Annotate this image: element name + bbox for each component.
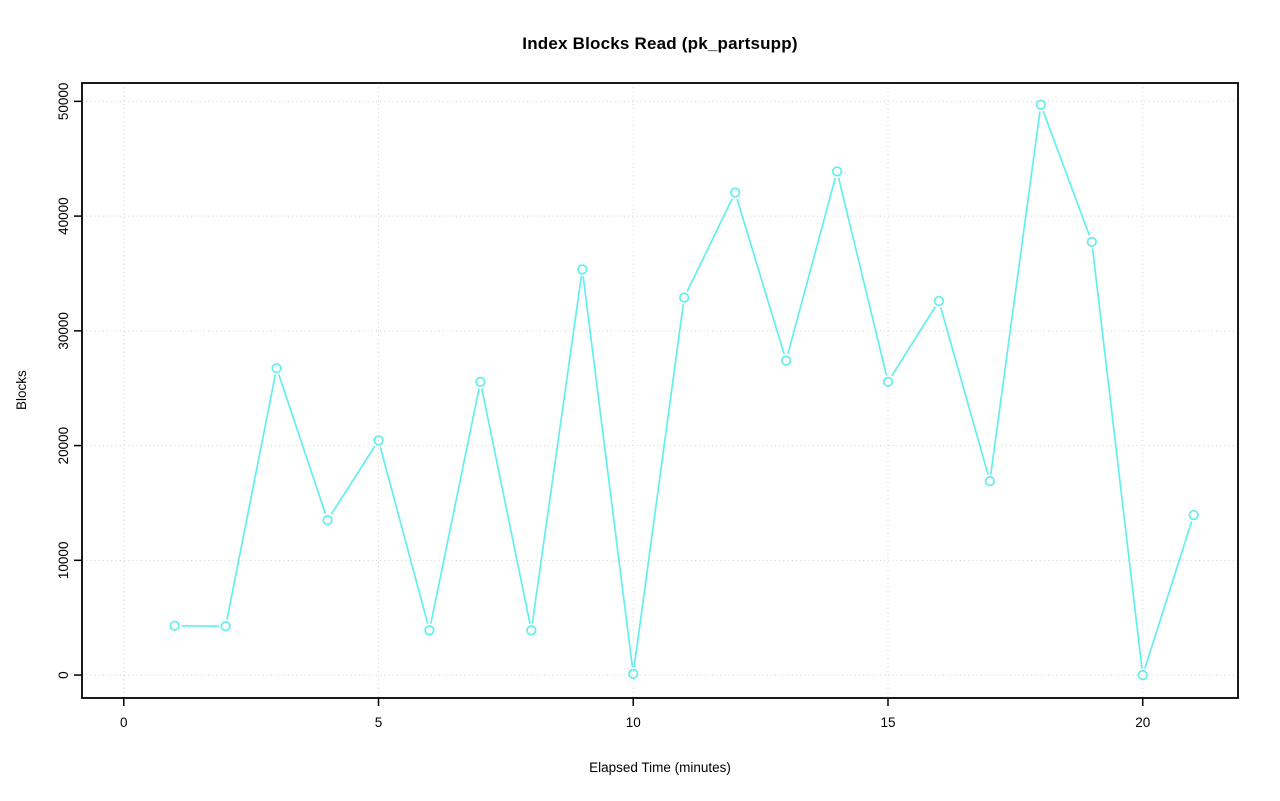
series-line-segment — [990, 111, 1041, 475]
x-axis-title: Elapsed Time (minutes) — [589, 760, 731, 775]
y-axis-tick-label: 10000 — [56, 542, 71, 580]
series-line-segment — [891, 306, 936, 377]
y-axis-tick-label: 50000 — [56, 83, 71, 121]
x-axis-tick-label: 20 — [1135, 715, 1150, 730]
series-line-segment — [940, 307, 989, 475]
y-axis-tick-label: 30000 — [56, 312, 71, 350]
series-line-segment — [686, 198, 733, 292]
data-point-marker — [933, 295, 945, 307]
chart-title: Index Blocks Read (pk_partsupp) — [522, 34, 798, 53]
series-line-segment — [1042, 110, 1091, 236]
y-axis-title: Blocks — [14, 370, 29, 411]
data-point-marker — [322, 515, 333, 526]
series-line-segment — [837, 177, 888, 376]
data-point-marker — [220, 621, 231, 632]
x-axis-tick-label: 15 — [880, 715, 895, 730]
series-line-segment — [787, 177, 836, 355]
series-line-segment — [330, 445, 376, 515]
data-point-marker — [831, 166, 843, 177]
y-axis-tick-label: 0 — [56, 671, 71, 679]
data-point-marker — [1086, 236, 1097, 248]
data-point-marker — [169, 620, 180, 631]
data-point-marker — [424, 625, 435, 636]
data-point-marker — [984, 475, 996, 487]
series-line-segment — [430, 388, 480, 624]
series-line-segment — [379, 446, 429, 624]
data-point-marker — [373, 435, 384, 446]
data-point-marker — [1137, 669, 1148, 681]
x-axis-tick-label: 5 — [375, 715, 383, 730]
series-line-segment — [736, 198, 785, 355]
series-line-segment — [582, 276, 634, 668]
series-line-segment — [481, 388, 531, 624]
series-line-segment — [226, 374, 277, 620]
data-point-marker — [577, 264, 588, 275]
data-point-marker — [526, 625, 537, 636]
data-point-marker — [780, 355, 792, 366]
x-axis-tick-label: 0 — [120, 715, 128, 730]
y-axis-tick-label: 20000 — [56, 427, 71, 465]
data-point-marker — [882, 376, 894, 388]
data-point-marker — [475, 376, 486, 388]
series-line-segment — [1091, 248, 1143, 669]
data-point-marker — [1035, 99, 1046, 110]
data-point-marker — [271, 362, 282, 374]
data-point-marker — [679, 292, 690, 303]
data-point-marker — [628, 668, 639, 680]
y-axis-tick-label: 40000 — [56, 197, 71, 235]
series-line-segment — [633, 304, 685, 668]
data-point-marker — [1188, 509, 1199, 521]
data-point-marker — [729, 187, 741, 198]
x-axis-tick-label: 10 — [626, 715, 641, 730]
series-line-segment — [278, 374, 327, 514]
series-line-segment — [531, 276, 583, 624]
series-line-segment — [1144, 521, 1193, 669]
plot-box — [81, 82, 1239, 699]
